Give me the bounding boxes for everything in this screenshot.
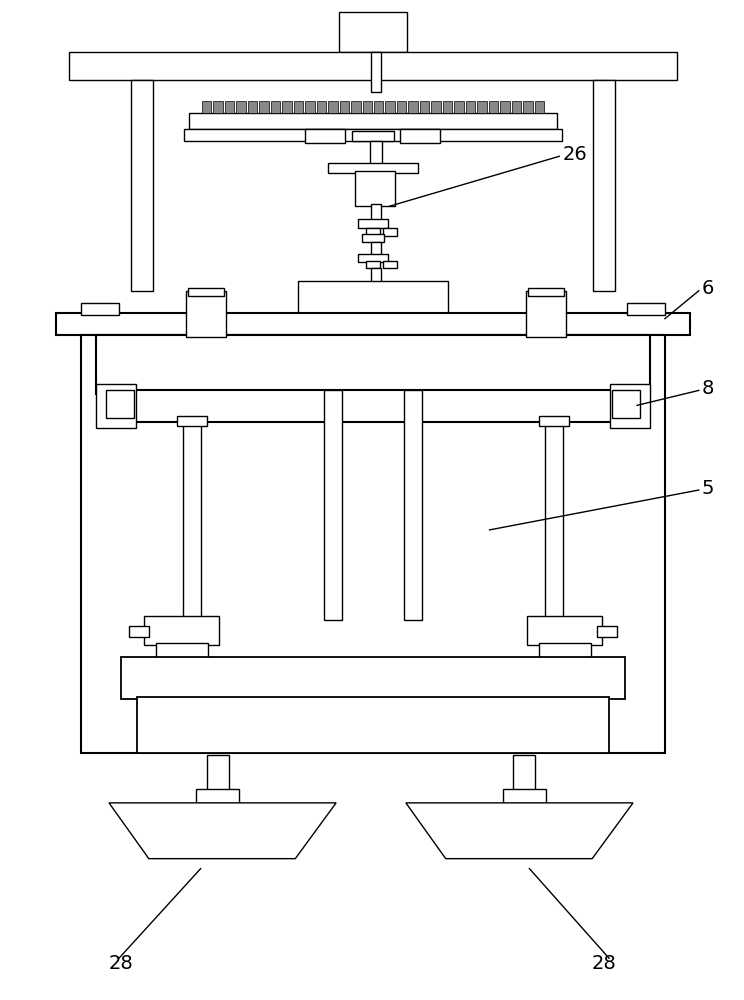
Bar	[355, 171, 395, 206]
Bar	[523, 101, 533, 113]
Bar	[189, 113, 557, 129]
Bar	[305, 101, 315, 113]
Bar	[294, 101, 303, 113]
Text: 28: 28	[109, 954, 134, 973]
Bar	[512, 101, 522, 113]
Bar	[352, 131, 394, 141]
Bar	[397, 101, 406, 113]
Bar	[121, 657, 625, 699]
Bar	[501, 101, 510, 113]
Bar	[383, 228, 397, 236]
Bar	[408, 101, 418, 113]
Bar	[593, 80, 615, 291]
Bar	[81, 303, 119, 315]
Bar	[316, 101, 326, 113]
Bar	[202, 101, 211, 113]
Bar	[81, 335, 665, 753]
Bar	[339, 101, 349, 113]
Bar	[196, 789, 240, 803]
Bar	[207, 755, 228, 791]
Polygon shape	[109, 803, 336, 859]
Bar	[443, 101, 452, 113]
Bar	[362, 101, 372, 113]
Bar	[513, 755, 536, 791]
Bar	[186, 291, 225, 337]
Bar	[371, 242, 381, 256]
Bar	[362, 234, 384, 242]
Bar	[374, 101, 383, 113]
Bar	[371, 268, 381, 283]
Bar	[271, 101, 280, 113]
Bar	[155, 643, 208, 659]
Bar	[57, 313, 690, 335]
Bar	[370, 141, 382, 166]
Bar	[236, 101, 246, 113]
Bar	[177, 416, 207, 426]
Bar	[539, 416, 569, 426]
Bar	[400, 129, 440, 143]
Text: 6: 6	[702, 279, 714, 298]
Bar	[131, 80, 153, 291]
Bar	[282, 101, 292, 113]
Bar	[213, 101, 222, 113]
Bar	[535, 101, 545, 113]
Bar	[248, 101, 257, 113]
Bar	[502, 789, 546, 803]
Bar	[489, 101, 498, 113]
Bar	[366, 261, 380, 268]
Bar	[106, 390, 134, 418]
Text: 8: 8	[702, 379, 714, 398]
Bar	[612, 390, 640, 418]
Bar	[527, 616, 602, 645]
Bar	[339, 12, 407, 52]
Bar	[96, 335, 650, 394]
Bar	[358, 254, 388, 262]
Bar	[385, 101, 395, 113]
Bar	[610, 384, 650, 428]
Bar	[351, 101, 361, 113]
Bar	[371, 52, 381, 92]
Bar	[328, 163, 418, 173]
Bar	[225, 101, 234, 113]
Bar	[358, 219, 388, 228]
Bar	[420, 101, 429, 113]
Bar	[627, 303, 665, 315]
Text: 26: 26	[562, 145, 587, 164]
Bar	[328, 101, 338, 113]
Bar	[129, 626, 149, 637]
Bar	[527, 291, 566, 337]
Polygon shape	[406, 803, 633, 859]
Bar	[144, 616, 219, 645]
Bar	[259, 101, 269, 113]
Bar	[404, 390, 422, 620]
Bar	[528, 288, 564, 296]
Bar	[183, 420, 201, 620]
Text: 5: 5	[702, 479, 714, 498]
Bar	[305, 129, 345, 143]
Text: 28: 28	[591, 954, 616, 973]
Bar	[366, 228, 380, 236]
Bar	[187, 288, 223, 296]
Bar	[432, 101, 441, 113]
Bar	[478, 101, 487, 113]
Bar	[111, 390, 635, 422]
Bar	[184, 129, 562, 141]
Bar	[96, 384, 136, 428]
Bar	[137, 697, 609, 753]
Bar	[597, 626, 617, 637]
Bar	[455, 101, 464, 113]
Bar	[298, 281, 448, 341]
Bar	[371, 204, 381, 222]
Bar	[466, 101, 475, 113]
Bar	[324, 390, 342, 620]
Bar	[545, 420, 563, 620]
Bar	[69, 52, 677, 80]
Bar	[383, 261, 397, 268]
Bar	[539, 643, 591, 659]
